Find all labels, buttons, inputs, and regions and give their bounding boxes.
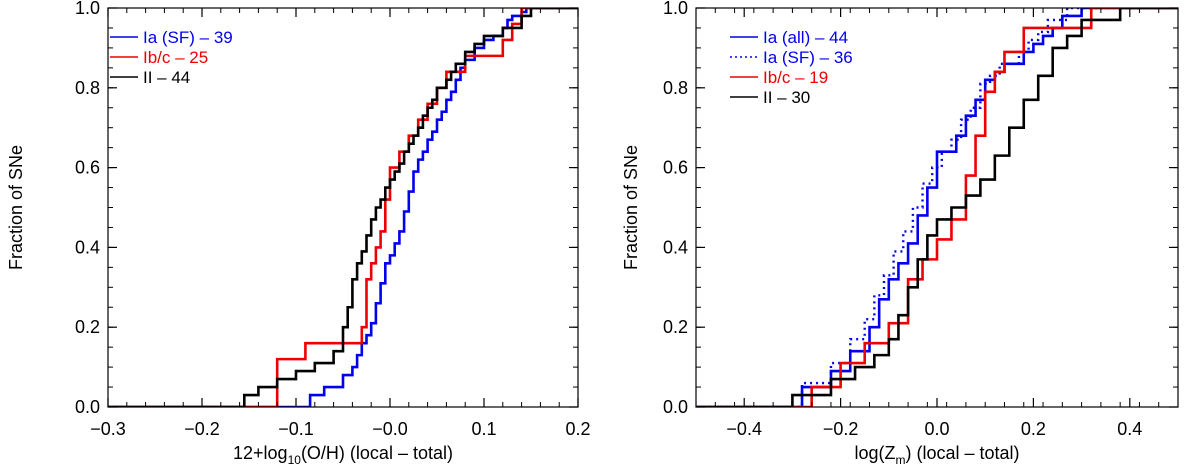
x-axis-label-subscript: 10 <box>288 453 302 466</box>
legend-entry-3: II – 30 <box>763 88 810 107</box>
series-line-0 <box>696 8 1178 407</box>
y-axis-label: Fraction of SNe <box>621 145 641 270</box>
y-tick-label: 0.4 <box>75 237 100 257</box>
y-tick-label: 0.0 <box>75 397 100 417</box>
legend-entry-2: Ib/c – 19 <box>763 68 828 87</box>
series-line-3 <box>696 8 1178 407</box>
x-tick-label: 0.1 <box>471 419 496 439</box>
x-tick-label: −0.2 <box>184 419 220 439</box>
legend-entry-0: Ia (SF) – 39 <box>143 28 233 47</box>
left-panel: −0.3 −0.2 −0.1 −0.0 0.1 0.2 0.0 0.2 0.4 0.6 0.8 1.0… <box>6 0 591 466</box>
y-tick-label: 0.6 <box>75 158 100 178</box>
legend-entry-2: II – 44 <box>143 68 190 87</box>
x-axis-label-part: 12+log <box>233 443 288 463</box>
x-tick-label: −0.1 <box>278 419 314 439</box>
y-tick-label: 1.0 <box>75 0 100 18</box>
legend-entry-1: Ia (SF) – 36 <box>763 48 853 67</box>
y-tick-label: 0.8 <box>663 78 688 98</box>
x-tick-label: 0.2 <box>565 419 590 439</box>
series-line-0 <box>108 8 578 407</box>
series-group <box>696 8 1178 407</box>
x-tick-label: −0.2 <box>823 419 859 439</box>
right-panel: −0.4 −0.2 0.0 0.2 0.4 0.0 0.2 0.4 0.6 0.8 1.0 log(Z… <box>621 0 1179 466</box>
y-tick-label: 0.2 <box>75 317 100 337</box>
y-tick-label: 0.2 <box>663 317 688 337</box>
x-tick-label: 0.4 <box>1117 419 1142 439</box>
series-group <box>108 8 578 407</box>
x-tick-label: −0.4 <box>726 419 762 439</box>
x-tick-label: −0.0 <box>372 419 408 439</box>
y-tick-label: 0.0 <box>663 397 688 417</box>
x-axis-label-subscript: m <box>895 453 905 466</box>
x-axis-label: log(Zm) (local – total) <box>854 443 1019 466</box>
y-tick-label: 0.6 <box>663 158 688 178</box>
y-tick-label: 0.4 <box>663 237 688 257</box>
x-tick-label: −0.3 <box>90 419 126 439</box>
y-axis-label: Fraction of SNe <box>6 145 26 270</box>
x-axis-label-part: ) (local – total) <box>905 443 1019 463</box>
legend-entry-1: Ib/c – 25 <box>143 48 208 67</box>
y-tick-label: 1.0 <box>663 0 688 18</box>
x-axis-label-part: (O/H) (local – total) <box>301 443 453 463</box>
series-line-2 <box>108 8 578 407</box>
y-tick-label: 0.8 <box>75 78 100 98</box>
x-tick-label: 0.0 <box>924 419 949 439</box>
legend-entry-0: Ia (all) – 44 <box>763 28 848 47</box>
x-axis-label: 12+log10(O/H) (local – total) <box>233 443 453 466</box>
x-tick-label: 0.2 <box>1021 419 1046 439</box>
x-axis-label-part: log(Z <box>854 443 895 463</box>
